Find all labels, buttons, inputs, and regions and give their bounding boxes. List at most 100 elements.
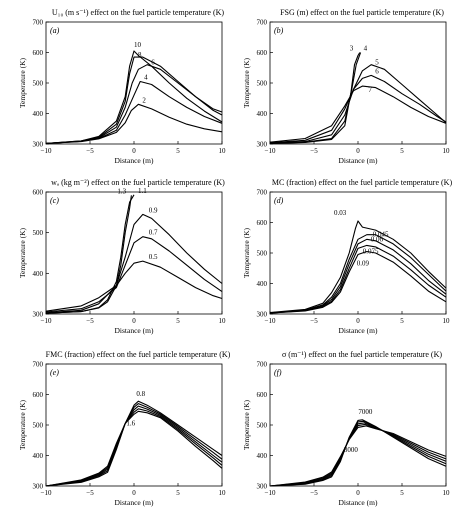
series-label: 0.9 xyxy=(149,206,158,214)
y-tick-label: 400 xyxy=(33,270,44,278)
series-line xyxy=(269,234,447,314)
plot-frame xyxy=(45,191,223,315)
chart-panel-c: wₐ (kg m⁻²) effect on the fuel particle … xyxy=(18,178,226,335)
chart-panel-a: U₁₀ (m s⁻¹) effect on the fuel particle … xyxy=(18,8,226,165)
y-tick-label: 500 xyxy=(257,422,268,430)
series-line xyxy=(269,52,361,144)
series-line xyxy=(45,408,223,487)
chart-title: U₁₀ (m s⁻¹) effect on the fuel particle … xyxy=(52,8,225,17)
plot-frame xyxy=(269,191,447,315)
y-tick-label: 300 xyxy=(33,483,44,491)
y-tick-label: 300 xyxy=(257,311,268,319)
panel-label: (a) xyxy=(50,26,60,35)
series-label: 0.075 xyxy=(363,247,379,255)
series-label: 0.06 xyxy=(371,235,384,243)
series-label: 7 xyxy=(368,86,372,94)
series-line xyxy=(269,423,447,487)
y-tick-label: 400 xyxy=(33,452,44,460)
x-axis-label: Distance (m) xyxy=(339,156,378,165)
x-tick-label: 5 xyxy=(400,489,404,497)
x-axis-label: Distance (m) xyxy=(115,326,154,335)
x-axis-label: Distance (m) xyxy=(339,326,378,335)
series-label: 0.03 xyxy=(334,209,347,217)
series-label: 0.045 xyxy=(373,231,389,239)
series-line xyxy=(269,220,447,314)
y-tick-label: 500 xyxy=(257,250,268,258)
series-line xyxy=(269,420,447,487)
series-line xyxy=(269,250,447,314)
series-line xyxy=(45,236,223,313)
y-axis-label: Temperature (K) xyxy=(18,227,27,278)
y-tick-label: 400 xyxy=(257,110,268,118)
series-label: 3000 xyxy=(344,446,359,454)
series-label: 1.3 xyxy=(117,187,126,195)
y-axis-label: Temperature (K) xyxy=(242,227,251,278)
y-tick-label: 300 xyxy=(257,141,268,149)
y-tick-label: 400 xyxy=(257,280,268,288)
chart-panel-e: FMC (fraction) effect on the fuel partic… xyxy=(18,350,231,507)
x-tick-label: −10 xyxy=(41,147,52,155)
y-tick-label: 500 xyxy=(33,422,44,430)
series-label: 0.09 xyxy=(357,259,370,267)
y-tick-label: 700 xyxy=(33,361,44,369)
panel-label: (d) xyxy=(274,196,284,205)
y-tick-label: 700 xyxy=(257,189,268,197)
y-tick-label: 300 xyxy=(257,483,268,491)
y-tick-label: 600 xyxy=(33,49,44,57)
series-line xyxy=(45,260,223,312)
chart-title: MC (fraction) effect on the fuel particl… xyxy=(272,178,453,187)
y-tick-label: 400 xyxy=(257,452,268,460)
series-line xyxy=(45,405,223,487)
chart-title: σ (m⁻¹) effect on the fuel particle temp… xyxy=(282,350,442,359)
x-tick-label: −10 xyxy=(41,489,52,497)
series-label: 6 xyxy=(375,67,379,75)
x-tick-label: 0 xyxy=(356,317,360,325)
x-tick-label: 10 xyxy=(443,489,451,497)
panel-label: (c) xyxy=(50,196,59,205)
series-line xyxy=(269,74,447,144)
series-label: 7000 xyxy=(358,408,373,416)
series-line xyxy=(45,410,223,487)
x-tick-label: 5 xyxy=(176,489,180,497)
y-tick-label: 700 xyxy=(257,361,268,369)
series-line xyxy=(45,194,135,314)
series-label: 10 xyxy=(134,41,142,49)
y-axis-label: Temperature (K) xyxy=(242,399,251,450)
series-line xyxy=(45,103,223,144)
x-tick-label: 10 xyxy=(443,147,451,155)
panel-label: (e) xyxy=(50,368,59,377)
x-tick-label: 10 xyxy=(219,147,227,155)
y-axis-label: Temperature (K) xyxy=(18,57,27,108)
series-label: 0.5 xyxy=(149,253,158,261)
x-tick-label: 5 xyxy=(176,147,180,155)
x-tick-label: −10 xyxy=(265,489,276,497)
series-line xyxy=(45,400,223,487)
series-label: 1.6 xyxy=(126,419,135,427)
x-tick-label: −5 xyxy=(86,317,94,325)
chart-panel-b: FSG (m) effect on the fuel particle temp… xyxy=(242,8,450,165)
series-line xyxy=(269,85,447,143)
x-tick-label: −10 xyxy=(41,317,52,325)
series-label: 0.8 xyxy=(136,390,145,398)
y-tick-label: 500 xyxy=(33,229,44,237)
x-axis-label: Distance (m) xyxy=(339,498,378,507)
x-tick-label: 0 xyxy=(132,147,136,155)
series-label: 1.1 xyxy=(138,187,147,195)
y-axis-label: Temperature (K) xyxy=(18,399,27,450)
x-tick-label: −5 xyxy=(310,147,318,155)
series-label: 8 xyxy=(138,51,142,59)
x-tick-label: −5 xyxy=(310,489,318,497)
panel-label: (f) xyxy=(274,368,282,377)
series-line xyxy=(269,244,447,314)
x-tick-label: 5 xyxy=(176,317,180,325)
series-line xyxy=(269,64,447,144)
x-tick-label: 0 xyxy=(356,489,360,497)
x-tick-label: −5 xyxy=(86,147,94,155)
series-line xyxy=(269,238,447,314)
y-tick-label: 600 xyxy=(257,219,268,227)
y-tick-label: 600 xyxy=(257,49,268,57)
chart-title: wₐ (kg m⁻²) effect on the fuel particle … xyxy=(51,178,225,187)
series-line xyxy=(45,195,132,314)
series-line xyxy=(45,213,223,314)
